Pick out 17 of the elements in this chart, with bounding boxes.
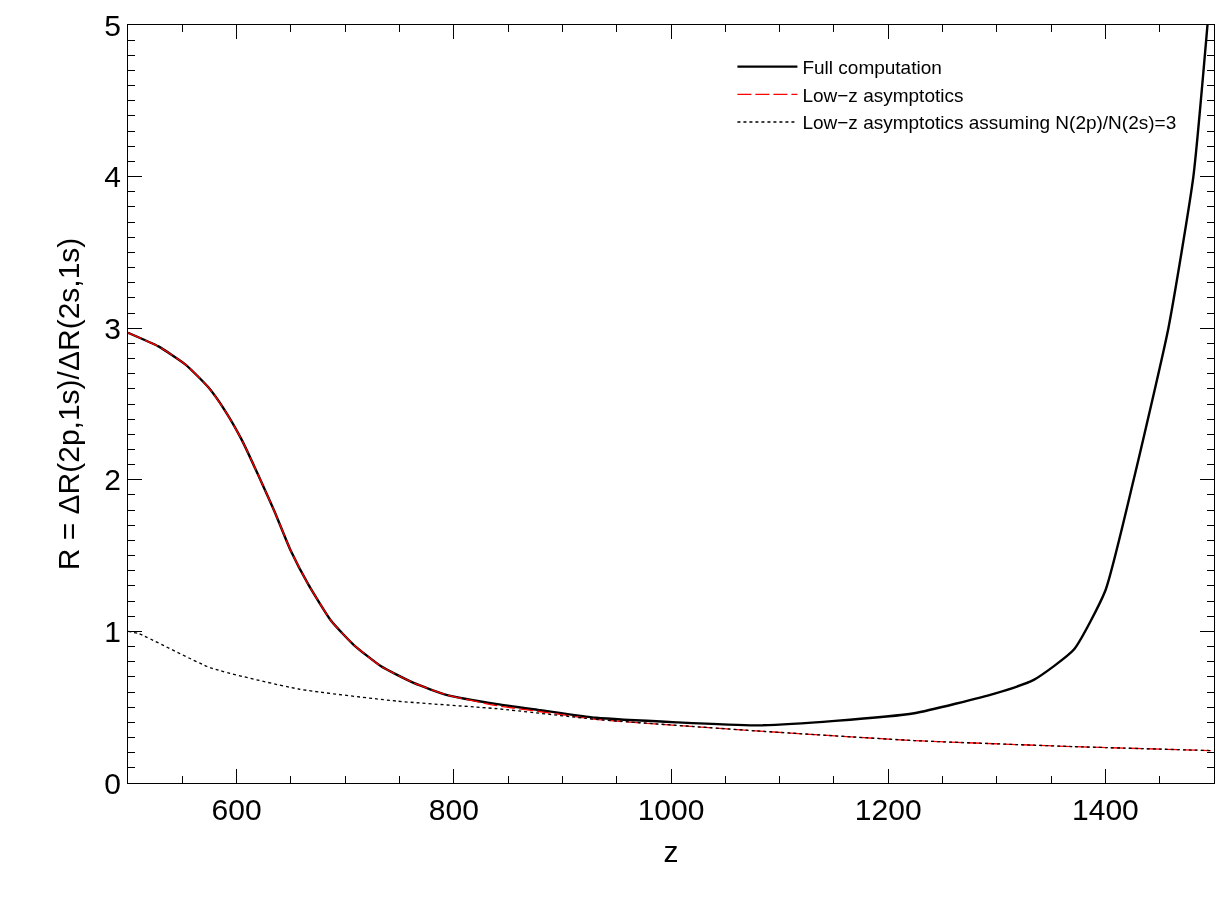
x-tick-label: 1000 — [637, 793, 705, 826]
y-tick-label: 2 — [104, 463, 121, 497]
x-tick-label: 1400 — [1072, 793, 1139, 826]
y-axis-title: R = ΔR(2p,1s)/ΔR(2s,1s) — [52, 237, 86, 571]
x-tick-label: 800 — [428, 793, 479, 826]
y-tick-label: 4 — [104, 160, 121, 194]
legend-label: Low−z asymptotics assuming N(2p)/N(2s)=3 — [802, 112, 1177, 134]
y-tick-label: 1 — [104, 614, 121, 648]
x-tick-label: 1200 — [854, 793, 922, 826]
legend-label: Full computation — [802, 57, 942, 78]
line-series — [128, 332, 1212, 752]
x-tick-label: 600 — [211, 793, 262, 826]
y-tick-label: 5 — [104, 8, 121, 42]
y-tick-label: 0 — [104, 766, 121, 800]
y-tick-label: 3 — [104, 311, 121, 345]
x-axis-title: z — [663, 834, 679, 868]
legend-label: Low−z asymptotics — [802, 84, 964, 106]
